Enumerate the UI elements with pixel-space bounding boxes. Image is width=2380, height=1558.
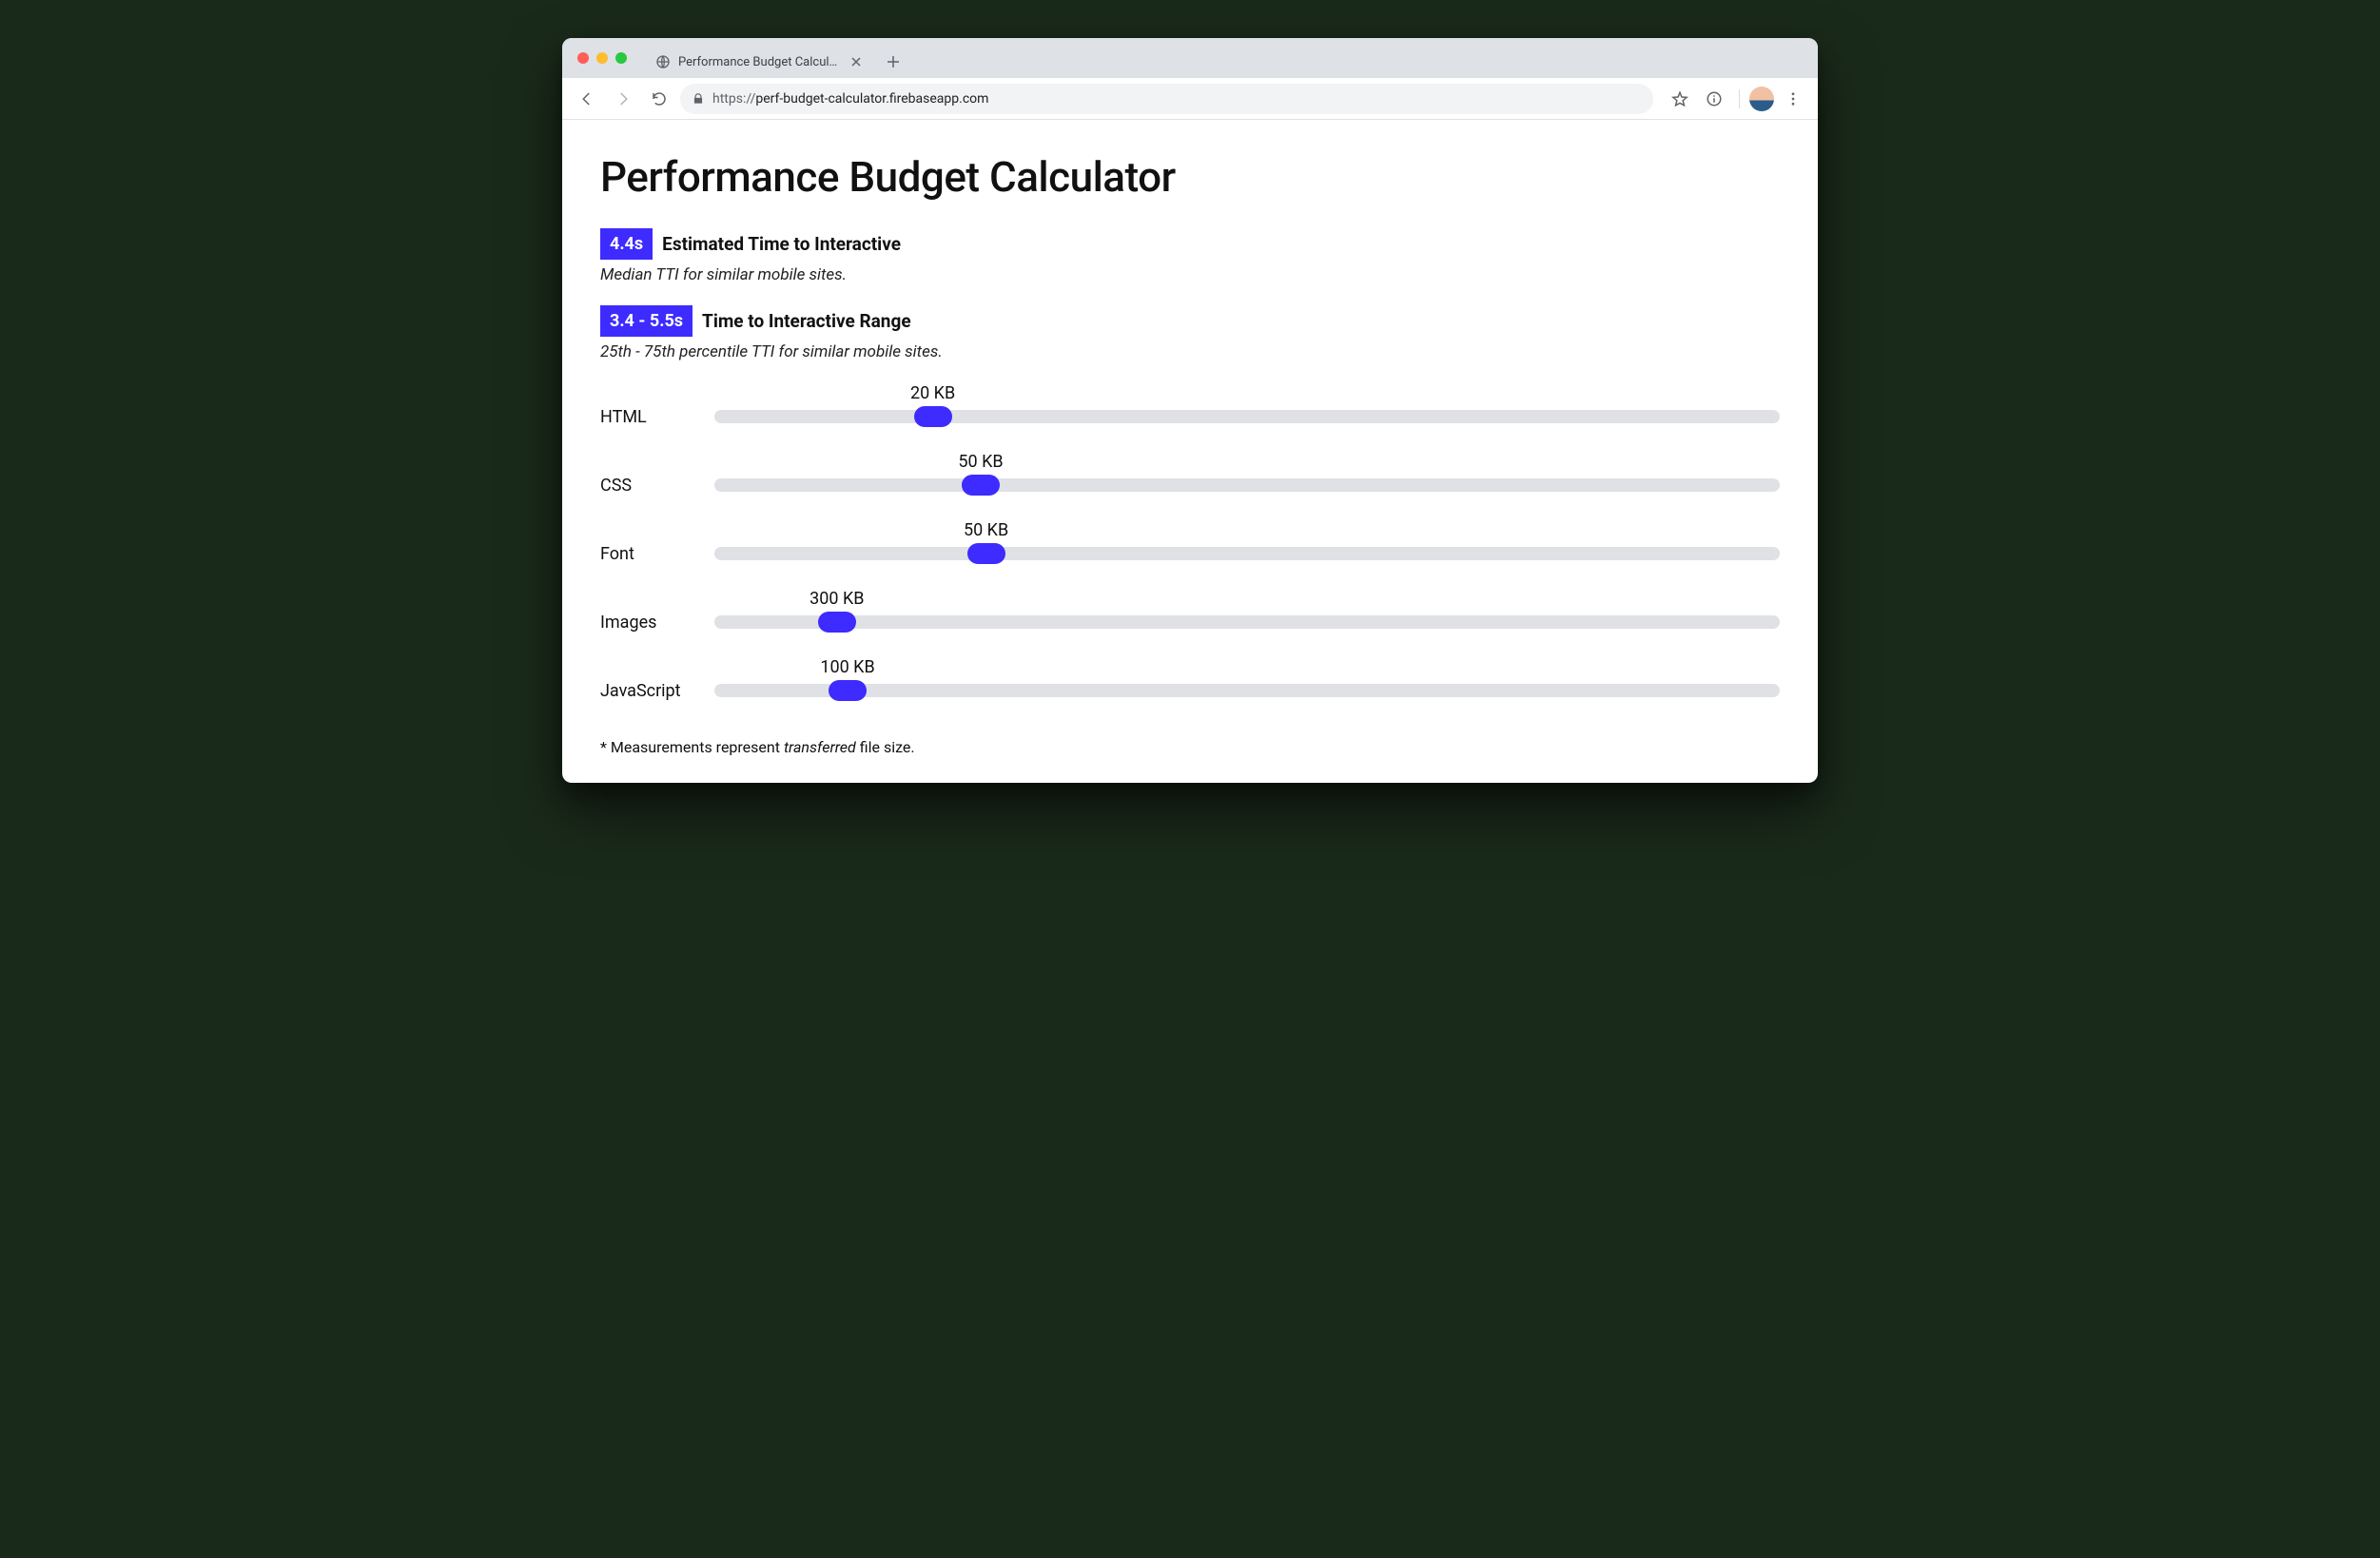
slider-value-label: 300 KB (810, 589, 864, 609)
info-button[interactable] (1699, 84, 1729, 114)
slider-track[interactable]: 300 KB (714, 615, 1780, 629)
close-tab-button[interactable] (849, 55, 863, 68)
page-title: Performance Budget Calculator (600, 152, 1780, 202)
slider-row: CSS 50 KB (600, 451, 1780, 519)
slider-label: CSS (600, 476, 705, 496)
slider[interactable]: 100 KB (714, 656, 1780, 725)
slider-label: Font (600, 544, 705, 564)
metric-badge: 3.4 - 5.5s (600, 305, 693, 337)
slider-value-label: 50 KB (958, 452, 1003, 472)
metric-label: Time to Interactive Range (702, 310, 911, 332)
slider-row: Font 50 KB (600, 519, 1780, 588)
bookmark-button[interactable] (1665, 84, 1695, 114)
browser-toolbar: https://perf-budget-calculator.firebasea… (562, 78, 1818, 120)
metric-block: 4.4s Estimated Time to Interactive Media… (600, 228, 1780, 284)
toolbar-right (1665, 84, 1808, 114)
menu-button[interactable] (1778, 84, 1808, 114)
footnote: * Measurements represent transferred fil… (600, 738, 1780, 756)
slider[interactable]: 300 KB (714, 588, 1780, 656)
slider-thumb[interactable] (914, 406, 952, 427)
slider-label: JavaScript (600, 681, 705, 701)
slider-track[interactable]: 50 KB (714, 478, 1780, 492)
slider[interactable]: 50 KB (714, 519, 1780, 588)
metric-subtext: 25th - 75th percentile TTI for similar m… (600, 342, 1780, 361)
metric-label: Estimated Time to Interactive (662, 233, 901, 255)
slider[interactable]: 20 KB (714, 382, 1780, 451)
slider-value-label: 20 KB (910, 383, 955, 403)
slider-track[interactable]: 50 KB (714, 547, 1780, 560)
tab-title: Performance Budget Calculato (678, 55, 842, 69)
tab-strip: Performance Budget Calculato (562, 38, 1818, 78)
toolbar-separator (1739, 89, 1740, 108)
page-content: Performance Budget Calculator 4.4s Estim… (562, 120, 1818, 783)
minimize-window-button[interactable] (596, 52, 608, 64)
browser-window: Performance Budget Calculato https://per… (562, 38, 1818, 783)
url-text: https://perf-budget-calculator.firebasea… (712, 91, 988, 107)
slider-track[interactable]: 100 KB (714, 684, 1780, 697)
sliders-section: HTML 20 KB CSS 50 KB Font 50 KB Images (600, 382, 1780, 725)
forward-button[interactable] (608, 84, 638, 114)
profile-avatar[interactable] (1749, 87, 1774, 111)
lock-icon (692, 92, 705, 106)
slider-track[interactable]: 20 KB (714, 410, 1780, 423)
slider-row: JavaScript 100 KB (600, 656, 1780, 725)
metrics-section: 4.4s Estimated Time to Interactive Media… (600, 228, 1780, 361)
new-tab-button[interactable] (880, 49, 907, 75)
browser-tab[interactable]: Performance Budget Calculato (644, 46, 872, 78)
slider-thumb[interactable] (967, 543, 1005, 564)
slider-thumb[interactable] (962, 475, 1000, 496)
globe-icon (655, 54, 671, 69)
maximize-window-button[interactable] (615, 52, 627, 64)
slider-label: HTML (600, 407, 705, 427)
reload-button[interactable] (644, 84, 674, 114)
window-controls (572, 38, 636, 78)
address-bar[interactable]: https://perf-budget-calculator.firebasea… (680, 84, 1653, 114)
metric-badge: 4.4s (600, 228, 653, 260)
slider[interactable]: 50 KB (714, 451, 1780, 519)
back-button[interactable] (572, 84, 602, 114)
slider-value-label: 50 KB (964, 520, 1008, 540)
slider-row: HTML 20 KB (600, 382, 1780, 451)
slider-row: Images 300 KB (600, 588, 1780, 656)
close-window-button[interactable] (577, 52, 589, 64)
slider-value-label: 100 KB (820, 657, 874, 677)
slider-thumb[interactable] (829, 680, 867, 701)
metric-block: 3.4 - 5.5s Time to Interactive Range 25t… (600, 305, 1780, 361)
slider-label: Images (600, 613, 705, 633)
metric-subtext: Median TTI for similar mobile sites. (600, 265, 1780, 284)
slider-thumb[interactable] (818, 612, 856, 633)
